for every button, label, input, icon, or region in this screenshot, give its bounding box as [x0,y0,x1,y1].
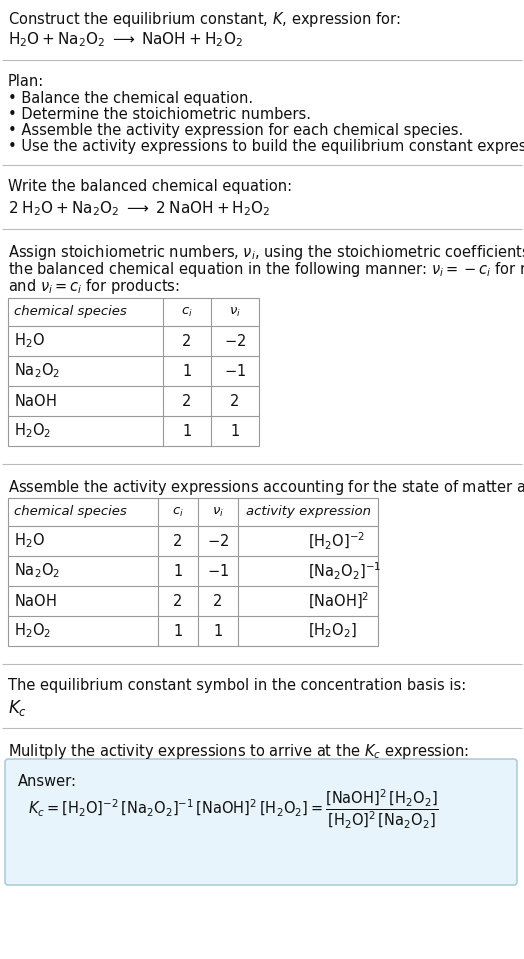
Text: $[\mathrm{H_2O}]^{-2}$: $[\mathrm{H_2O}]^{-2}$ [308,530,365,551]
Text: Write the balanced chemical equation:: Write the balanced chemical equation: [8,179,292,194]
Text: $c_i$: $c_i$ [181,306,193,318]
Text: 2: 2 [213,594,223,609]
Text: $\mathrm{H_2O}$: $\mathrm{H_2O}$ [14,332,45,350]
Bar [8,498,378,646]
Text: $\mathrm{NaOH}$: $\mathrm{NaOH}$ [14,393,57,409]
Text: 1: 1 [182,424,192,438]
Text: 2: 2 [182,393,192,409]
Text: 1: 1 [213,623,223,639]
Text: • Determine the stoichiometric numbers.: • Determine the stoichiometric numbers. [8,107,311,122]
Text: • Assemble the activity expression for each chemical species.: • Assemble the activity expression for e… [8,123,463,138]
Text: $K_c$: $K_c$ [8,698,27,718]
Text: 2: 2 [173,594,183,609]
Text: The equilibrium constant symbol in the concentration basis is:: The equilibrium constant symbol in the c… [8,678,466,693]
Text: $\mathrm{Na_2O_2}$: $\mathrm{Na_2O_2}$ [14,562,60,580]
FancyBboxPatch shape [5,759,517,885]
Text: 1: 1 [173,623,183,639]
Text: Plan:: Plan: [8,74,44,89]
Text: $\nu_i$: $\nu_i$ [212,505,224,519]
Text: $-2$: $-2$ [207,533,229,549]
Text: Answer:: Answer: [18,774,77,789]
Text: chemical species: chemical species [14,505,127,519]
Text: Assemble the activity expressions accounting for the state of matter and $\nu_i$: Assemble the activity expressions accoun… [8,478,524,497]
Text: $[\mathrm{H_2O_2}]$: $[\mathrm{H_2O_2}]$ [308,621,357,641]
Text: $-2$: $-2$ [224,333,246,349]
Text: chemical species: chemical species [14,306,127,318]
Text: 1: 1 [231,424,239,438]
Text: $[\mathrm{Na_2O_2}]^{-1}$: $[\mathrm{Na_2O_2}]^{-1}$ [308,560,381,581]
Text: $[\mathrm{NaOH}]^{2}$: $[\mathrm{NaOH}]^{2}$ [308,591,369,611]
Text: the balanced chemical equation in the following manner: $\nu_i = -c_i$ for react: the balanced chemical equation in the fo… [8,260,524,279]
Bar [8,298,259,446]
Text: 2: 2 [182,334,192,348]
Text: $\mathrm{H_2O_2}$: $\mathrm{H_2O_2}$ [14,422,51,440]
Text: $-1$: $-1$ [207,563,229,579]
Text: • Use the activity expressions to build the equilibrium constant expression.: • Use the activity expressions to build … [8,139,524,154]
Text: 1: 1 [173,564,183,578]
Text: $K_c = [\mathrm{H_2O}]^{-2}\,[\mathrm{Na_2O_2}]^{-1}\,[\mathrm{NaOH}]^{2}\,[\mat: $K_c = [\mathrm{H_2O}]^{-2}\,[\mathrm{Na… [28,787,439,830]
Text: and $\nu_i = c_i$ for products:: and $\nu_i = c_i$ for products: [8,277,180,296]
Text: Assign stoichiometric numbers, $\nu_i$, using the stoichiometric coefficients, $: Assign stoichiometric numbers, $\nu_i$, … [8,243,524,262]
Text: $\mathrm{H_2O + Na_2O_2 \;\longrightarrow\; NaOH + H_2O_2}$: $\mathrm{H_2O + Na_2O_2 \;\longrightarro… [8,30,243,49]
Text: $-1$: $-1$ [224,363,246,379]
Text: $\mathrm{2\;H_2O + Na_2O_2 \;\longrightarrow\; 2\;NaOH + H_2O_2}$: $\mathrm{2\;H_2O + Na_2O_2 \;\longrighta… [8,199,270,218]
Text: $\mathrm{Na_2O_2}$: $\mathrm{Na_2O_2}$ [14,362,60,381]
Text: Construct the equilibrium constant, $K$, expression for:: Construct the equilibrium constant, $K$,… [8,10,401,29]
Text: 1: 1 [182,363,192,379]
Text: $\mathrm{H_2O}$: $\mathrm{H_2O}$ [14,531,45,550]
Text: $\mathrm{H_2O_2}$: $\mathrm{H_2O_2}$ [14,621,51,641]
Text: Mulitply the activity expressions to arrive at the $K_c$ expression:: Mulitply the activity expressions to arr… [8,742,469,761]
Text: • Balance the chemical equation.: • Balance the chemical equation. [8,91,253,106]
Text: $\mathrm{NaOH}$: $\mathrm{NaOH}$ [14,593,57,609]
Text: activity expression: activity expression [246,505,370,519]
Text: 2: 2 [231,393,239,409]
Text: $\nu_i$: $\nu_i$ [229,306,241,318]
Text: 2: 2 [173,533,183,549]
Text: $c_i$: $c_i$ [172,505,184,519]
